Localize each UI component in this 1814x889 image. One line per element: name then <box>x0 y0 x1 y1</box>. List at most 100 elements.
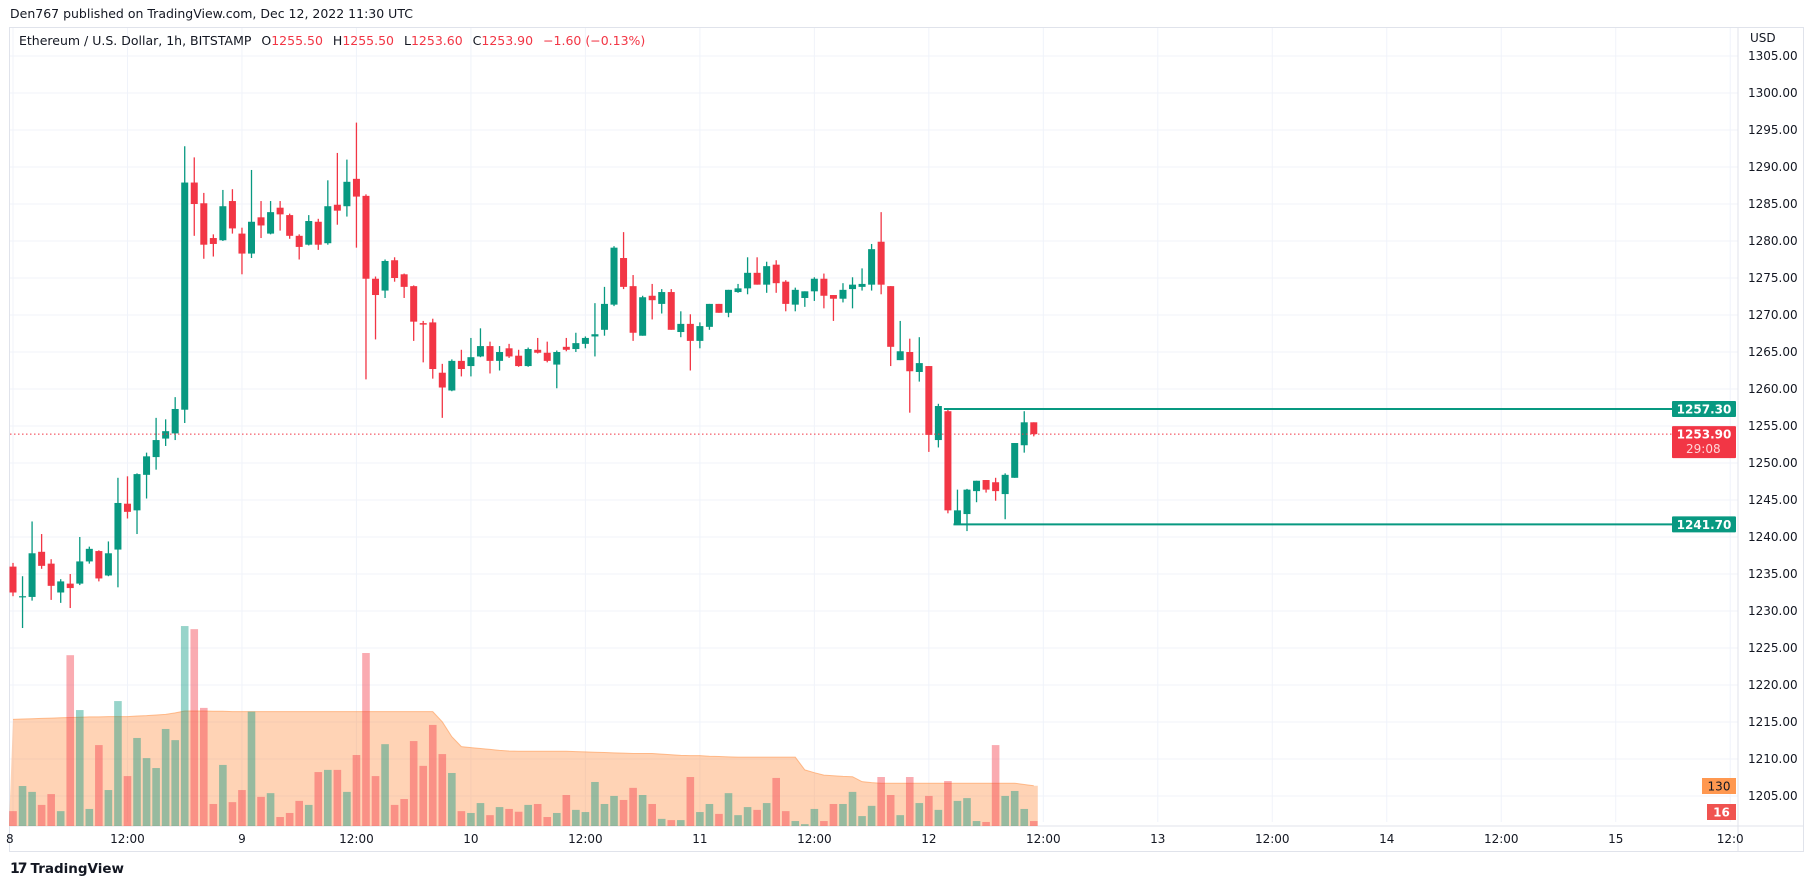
candle[interactable] <box>9 562 17 597</box>
candle[interactable] <box>343 159 351 217</box>
candle[interactable] <box>324 180 332 245</box>
candle[interactable] <box>877 212 885 295</box>
candle[interactable] <box>248 169 255 259</box>
candle[interactable] <box>572 332 580 352</box>
candle[interactable] <box>38 534 46 569</box>
candle[interactable] <box>925 366 933 452</box>
candle[interactable] <box>505 343 513 358</box>
candle[interactable] <box>782 280 790 312</box>
candle[interactable] <box>992 477 1000 501</box>
candle[interactable] <box>906 338 914 413</box>
candle[interactable] <box>391 257 399 282</box>
candle[interactable] <box>276 201 284 231</box>
tradingview-logo[interactable]: 17 TradingView <box>10 861 124 877</box>
candle[interactable] <box>333 152 341 225</box>
candle[interactable] <box>486 341 494 374</box>
candle[interactable] <box>200 192 208 259</box>
candle[interactable] <box>677 311 685 338</box>
candle[interactable] <box>915 337 923 382</box>
candle[interactable] <box>725 289 732 318</box>
candle[interactable] <box>639 295 647 336</box>
candle[interactable] <box>467 337 475 377</box>
candle[interactable] <box>896 320 904 361</box>
candle[interactable] <box>295 234 303 260</box>
candle[interactable] <box>133 473 141 535</box>
candle[interactable] <box>85 546 93 564</box>
candle[interactable] <box>66 574 74 609</box>
candle[interactable] <box>219 189 227 241</box>
candle[interactable] <box>734 283 742 293</box>
candle[interactable] <box>849 277 857 309</box>
candle[interactable] <box>410 285 418 341</box>
candle[interactable] <box>438 363 446 418</box>
candle[interactable] <box>181 146 189 424</box>
candle[interactable] <box>534 337 542 354</box>
candle[interactable] <box>209 234 217 257</box>
candle[interactable] <box>143 452 151 499</box>
candle[interactable] <box>744 257 752 295</box>
candle[interactable] <box>562 337 570 352</box>
candle[interactable] <box>238 227 246 275</box>
candle[interactable] <box>591 303 599 357</box>
candle[interactable] <box>581 336 589 349</box>
candle[interactable] <box>372 276 380 340</box>
candle[interactable] <box>801 291 809 307</box>
candle[interactable] <box>123 476 131 519</box>
candle[interactable] <box>820 273 828 309</box>
candle[interactable] <box>429 318 437 379</box>
candle[interactable] <box>610 246 618 307</box>
candle[interactable] <box>457 349 465 377</box>
candle[interactable] <box>448 359 456 392</box>
candle[interactable] <box>162 419 170 446</box>
candle[interactable] <box>629 275 637 341</box>
candle[interactable] <box>810 277 818 301</box>
candle[interactable] <box>267 201 275 235</box>
candle[interactable] <box>28 521 36 601</box>
candle[interactable] <box>973 480 981 503</box>
candle[interactable] <box>715 303 723 313</box>
candle[interactable] <box>858 268 866 291</box>
candle[interactable] <box>829 295 837 321</box>
candle[interactable] <box>791 287 799 312</box>
candle[interactable] <box>982 480 990 493</box>
candle[interactable] <box>419 320 427 363</box>
candle[interactable] <box>753 257 761 285</box>
candle[interactable] <box>944 408 952 514</box>
candle[interactable] <box>362 194 370 380</box>
candle[interactable] <box>228 189 236 234</box>
candle[interactable] <box>868 243 876 291</box>
candle[interactable] <box>171 397 179 441</box>
candle[interactable] <box>496 346 504 371</box>
candle[interactable] <box>934 403 942 448</box>
candle[interactable] <box>104 541 112 577</box>
candle[interactable] <box>515 349 523 367</box>
candle[interactable] <box>286 213 294 239</box>
candle[interactable] <box>352 122 360 248</box>
candle[interactable] <box>772 260 780 293</box>
candle[interactable] <box>953 489 961 524</box>
candle[interactable] <box>839 283 847 303</box>
candle[interactable] <box>648 283 656 320</box>
candle[interactable] <box>476 328 484 358</box>
candle[interactable] <box>658 289 666 314</box>
candle[interactable] <box>381 259 389 298</box>
candle[interactable] <box>190 157 198 236</box>
candle[interactable] <box>19 576 27 629</box>
candle[interactable] <box>667 289 675 330</box>
candle[interactable] <box>620 232 628 290</box>
candle[interactable] <box>524 347 532 367</box>
candle[interactable] <box>543 341 551 363</box>
candle[interactable] <box>553 350 561 389</box>
candle[interactable] <box>152 417 160 470</box>
candle[interactable] <box>57 579 65 603</box>
candle[interactable] <box>95 550 103 582</box>
candle[interactable] <box>257 201 265 239</box>
candle[interactable] <box>47 559 55 600</box>
candle[interactable] <box>314 218 322 250</box>
candle[interactable] <box>696 322 704 349</box>
candle[interactable] <box>114 477 122 588</box>
candle[interactable] <box>887 286 895 367</box>
candle[interactable] <box>686 314 694 371</box>
candle[interactable] <box>305 215 313 246</box>
candle[interactable] <box>1020 411 1028 453</box>
